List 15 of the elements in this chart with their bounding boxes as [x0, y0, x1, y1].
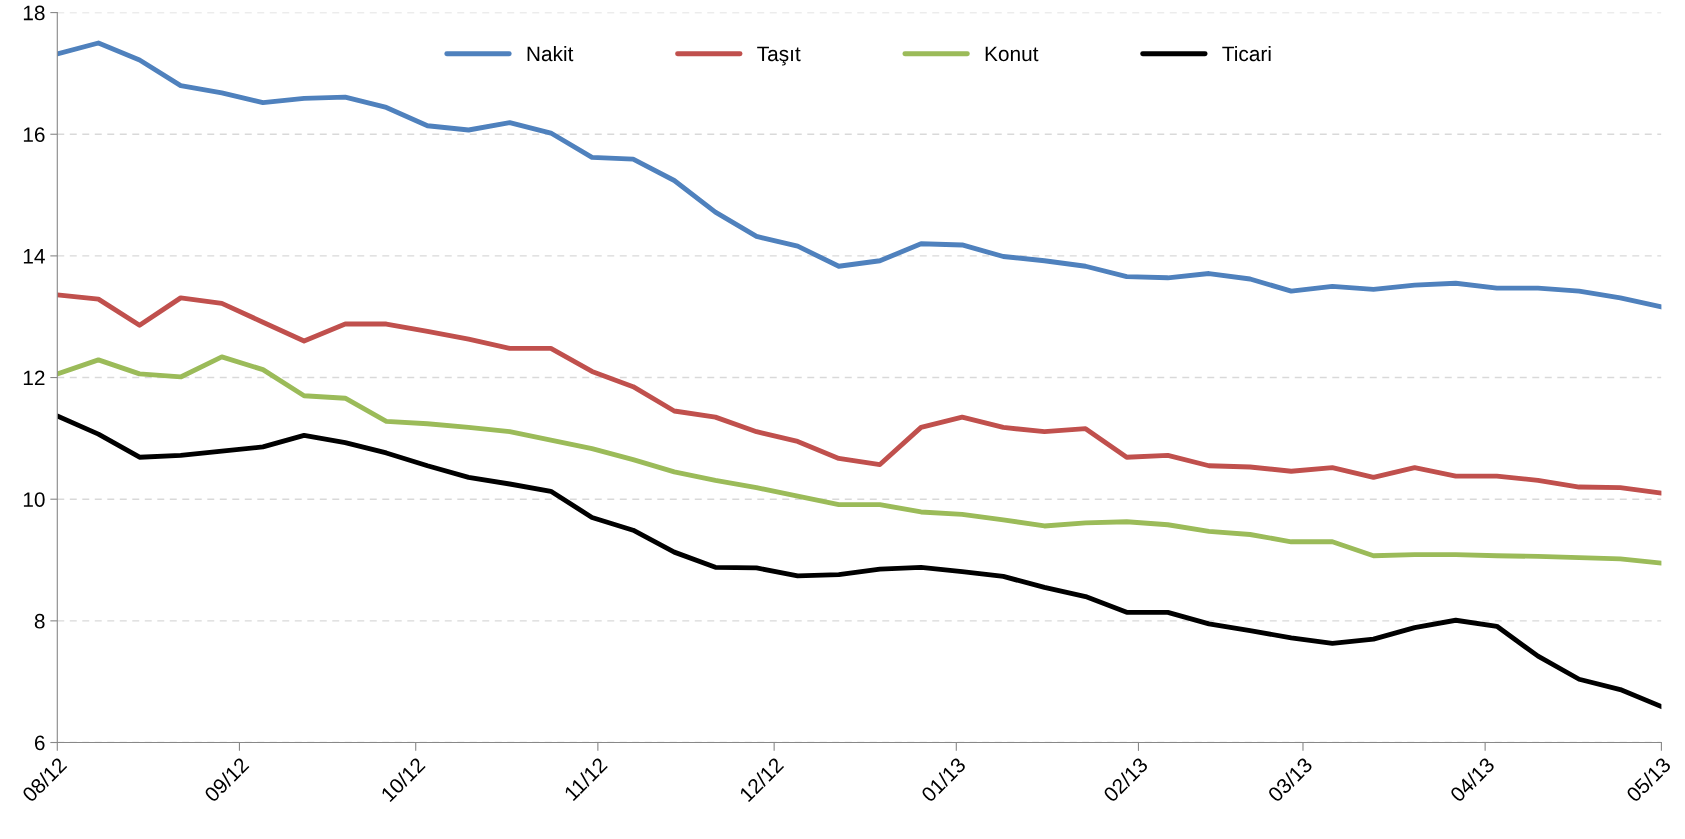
y-tick-label: 12	[23, 370, 45, 386]
legend-label: Taşıt	[757, 46, 801, 66]
line-series	[57, 292, 1662, 496]
legend-label: Konut	[985, 46, 1039, 62]
line-series	[57, 413, 1662, 710]
y-tick-label: 16	[23, 127, 45, 142]
legend-label: Ticari	[1222, 45, 1271, 62]
y-tick-label: 6	[34, 735, 45, 751]
y-tick-label: 18	[23, 5, 45, 21]
y-tick-label: 14	[23, 249, 45, 264]
y-tick-label: 8	[34, 613, 45, 629]
y-tick-label: 10	[23, 492, 45, 507]
line-series	[57, 354, 1662, 566]
legend-label: Nakit	[527, 45, 574, 62]
line-series	[57, 40, 1662, 310]
